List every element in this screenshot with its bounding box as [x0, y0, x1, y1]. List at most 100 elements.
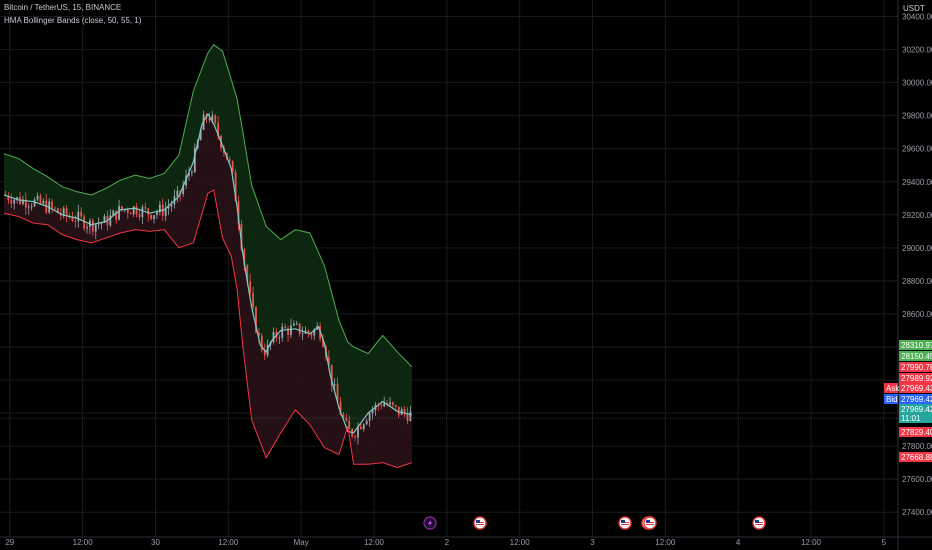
candle-body [86, 226, 88, 229]
price-tag-box [899, 351, 932, 361]
x-tick-label: 12:00 [73, 538, 94, 547]
candle-body [97, 223, 100, 225]
x-tick-label: 30 [151, 538, 160, 547]
candle-body [389, 402, 391, 405]
y-tick-label: 29400.00 [902, 178, 932, 187]
candle-body [240, 224, 243, 250]
price-tag[interactable]: 27989.92 [899, 373, 932, 383]
candle-body [272, 331, 275, 342]
candle-body [141, 207, 144, 217]
candle-body [144, 207, 147, 209]
price-tag-value: 27969.42 [901, 405, 932, 414]
y-tick-label: 29600.00 [902, 145, 932, 154]
candle-body [406, 413, 409, 421]
candle-body [409, 411, 412, 421]
price-tag-label: Ask [886, 384, 900, 393]
price-tag-value: 11:01 [901, 414, 921, 423]
candle-body [132, 206, 135, 215]
candle-body [138, 214, 141, 217]
price-tag-value: 28150.45 [901, 352, 932, 361]
candle-body [394, 405, 397, 407]
candle-body [54, 207, 56, 209]
candle-body [211, 115, 214, 121]
x-tick-label: 12:00 [801, 538, 822, 547]
price-tag[interactable]: 28310.97 [899, 340, 932, 350]
candle-body [191, 172, 193, 174]
candle-body [403, 409, 406, 414]
y-tick-label: 28800.00 [902, 277, 932, 286]
lightning-icon[interactable] [423, 516, 437, 530]
candle-body [56, 208, 59, 214]
price-tag-box [899, 427, 932, 437]
candle-body [359, 426, 362, 430]
price-tag-box [899, 394, 932, 404]
candle-body [100, 222, 103, 224]
candle-body [295, 323, 298, 325]
price-tag-side-box [884, 383, 898, 393]
candle-body [307, 330, 310, 334]
candle-body [121, 206, 123, 210]
candle-body [118, 206, 120, 220]
band-shade [4, 114, 412, 468]
candle-body [214, 115, 217, 123]
candle-body [83, 216, 86, 229]
price-tag-box [899, 404, 932, 414]
flag-canton [646, 520, 650, 523]
candle-body [27, 206, 30, 208]
price-tag[interactable]: 28150.45 [899, 351, 932, 361]
candle-body [301, 333, 304, 335]
y-tick-label: 28600.00 [902, 310, 932, 319]
x-tick-label: 12:00 [218, 538, 239, 547]
price-tag-box [899, 383, 932, 393]
us-flag-icon[interactable] [473, 516, 487, 530]
y-tick-label: 29000.00 [902, 244, 932, 253]
price-tag-box [899, 452, 932, 462]
us-flag-icon[interactable] [752, 516, 766, 530]
price-tag-value: 27668.88 [901, 453, 932, 462]
price-tag[interactable]: 27990.78 [899, 362, 932, 372]
candle-body [228, 159, 231, 162]
candle-body [24, 199, 27, 208]
candle-body [255, 307, 257, 333]
price-tag[interactable]: 11:01 [899, 413, 932, 423]
candle-body [188, 173, 190, 176]
price-tag[interactable]: 27668.88 [899, 452, 932, 462]
upper-band-fill [4, 44, 412, 433]
candle-body [368, 413, 371, 421]
candle-body [103, 215, 106, 223]
symbol-legend[interactable]: Bitcoin / TetherUS, 15, BINANCE [4, 3, 122, 12]
price-tag[interactable]: 27829.40 [899, 427, 932, 437]
price-tag-value: 27969.42 [901, 395, 932, 404]
candle-body [42, 200, 45, 204]
price-tag-value: 27989.92 [901, 374, 932, 383]
candle-body [258, 332, 260, 336]
y-tick-label: 27600.00 [902, 475, 932, 484]
y-tick-label: 30000.00 [902, 79, 932, 88]
us-flag-icon[interactable] [618, 516, 632, 530]
x-tick-label: 12:00 [655, 538, 676, 547]
x-tick-label: 29 [5, 538, 14, 547]
candle-body [342, 414, 345, 418]
us-flag-icon[interactable] [643, 516, 657, 530]
currency-label[interactable]: USDT [903, 4, 925, 13]
candle-body [330, 364, 333, 386]
y-tick-label: 29800.00 [902, 112, 932, 121]
x-tick-label: 2 [445, 538, 450, 547]
lower-band-line [3, 189, 413, 469]
candle-body [176, 190, 179, 197]
candle-body [51, 201, 53, 208]
candle-body [313, 329, 316, 336]
candle-body [243, 249, 246, 266]
y-tick-label: 29200.00 [902, 211, 932, 220]
candle-body [13, 199, 16, 204]
candle-body [129, 213, 132, 215]
indicator-legend[interactable]: HMA Bollinger Bands (close, 50, 55, 1) [4, 16, 142, 25]
candle-body [327, 357, 330, 365]
price-tag[interactable]: 27969.42 [899, 404, 932, 414]
candle-body [365, 420, 368, 425]
x-tick-label: 5 [882, 538, 887, 547]
candle-body [164, 208, 167, 216]
